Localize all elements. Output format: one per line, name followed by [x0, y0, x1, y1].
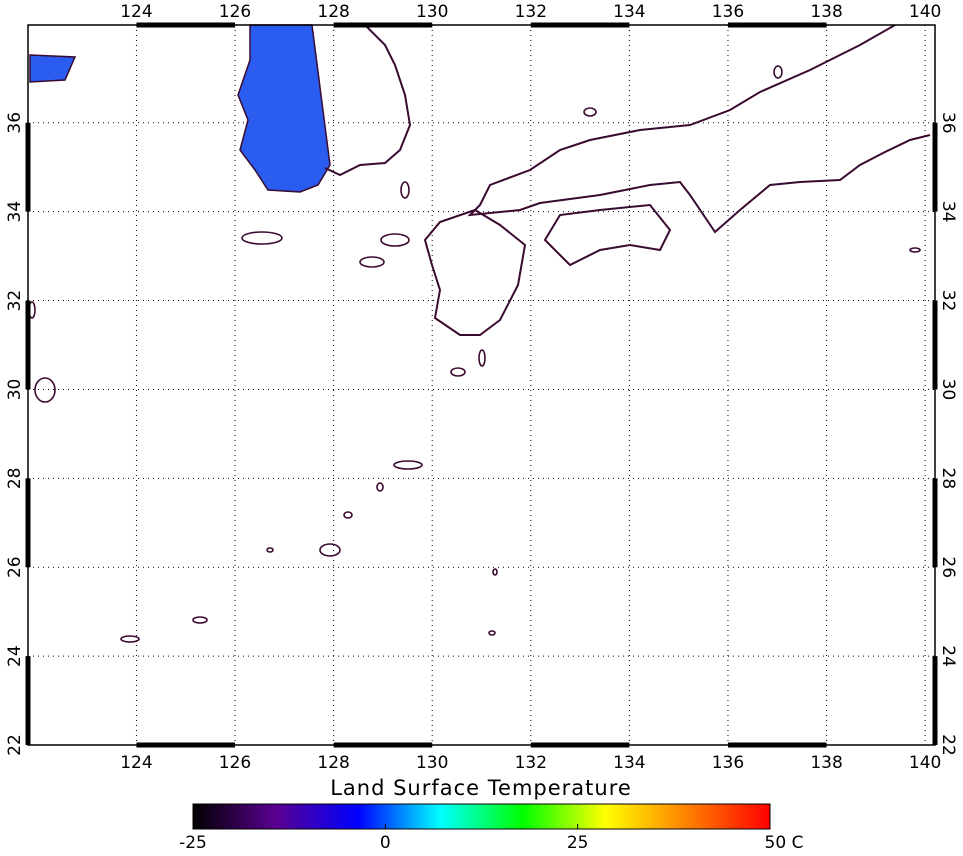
x-tick-label: 124	[120, 2, 152, 22]
y-tick-label: 28	[5, 468, 25, 490]
colorbar-tick-label: 50 C	[765, 833, 804, 853]
island	[241, 231, 283, 245]
island	[492, 568, 498, 576]
island	[120, 635, 140, 643]
y-tick-label: 32	[938, 290, 958, 312]
island	[359, 256, 385, 268]
island	[450, 367, 466, 377]
x-tick-label: 132	[515, 2, 547, 22]
island	[192, 616, 208, 624]
y-tick-label: 24	[938, 645, 958, 667]
island	[488, 630, 496, 636]
colorbar	[192, 803, 771, 830]
island	[909, 247, 921, 253]
x-tick-label: 140	[909, 2, 941, 22]
island	[400, 181, 410, 199]
y-tick-label: 26	[938, 556, 958, 578]
coastline	[324, 24, 412, 177]
y-tick-label: 32	[5, 290, 25, 312]
y-tick-label: 28	[938, 468, 958, 490]
y-tick-label: 26	[5, 556, 25, 578]
coastline	[467, 24, 931, 234]
island	[266, 547, 274, 553]
x-tick-label: 124	[120, 753, 152, 773]
coastline	[423, 208, 527, 336]
island	[319, 543, 341, 557]
x-tick-label: 126	[219, 753, 251, 773]
y-tick-label: 30	[938, 379, 958, 401]
island	[773, 65, 783, 79]
lst-swath	[237, 24, 331, 193]
colorbar-tick-label: 25	[567, 833, 589, 853]
x-tick-label: 134	[613, 753, 645, 773]
y-tick-label: 24	[5, 645, 25, 667]
island	[380, 233, 410, 247]
lst-swath	[29, 54, 77, 83]
colorbar-tick-label: -25	[179, 833, 207, 853]
y-tick-label: 36	[5, 112, 25, 134]
x-tick-label: 130	[416, 2, 448, 22]
island	[393, 460, 423, 470]
y-tick-label: 36	[938, 112, 958, 134]
island	[478, 349, 486, 367]
island	[343, 511, 353, 519]
x-tick-label: 132	[515, 753, 547, 773]
x-tick-label: 136	[712, 753, 744, 773]
x-tick-label: 134	[613, 2, 645, 22]
x-tick-label: 140	[909, 753, 941, 773]
x-tick-label: 130	[416, 753, 448, 773]
y-tick-label: 22	[5, 734, 25, 756]
land-data	[29, 24, 331, 193]
coastline	[543, 203, 672, 267]
island	[34, 377, 56, 403]
grid	[28, 25, 935, 746]
x-tick-label: 138	[810, 753, 842, 773]
y-tick-label: 34	[938, 201, 958, 223]
colorbar-tick-label: 0	[380, 833, 391, 853]
y-tick-label: 34	[5, 201, 25, 223]
y-tick-label: 30	[5, 379, 25, 401]
y-tick-label: 22	[938, 734, 958, 756]
map-frame	[27, 24, 936, 746]
island	[583, 107, 597, 117]
x-tick-label: 126	[219, 2, 251, 22]
axis-ticks: 124 124 126 126 128 128 130 130 132 132 134 134 136 1…	[5, 2, 958, 773]
x-tick-label: 128	[317, 2, 349, 22]
coastlines	[28, 24, 931, 643]
island	[376, 482, 384, 492]
colorbar-title: Land Surface Temperature	[330, 776, 632, 800]
x-tick-label: 128	[317, 753, 349, 773]
x-tick-label: 136	[712, 2, 744, 22]
x-tick-label: 138	[810, 2, 842, 22]
